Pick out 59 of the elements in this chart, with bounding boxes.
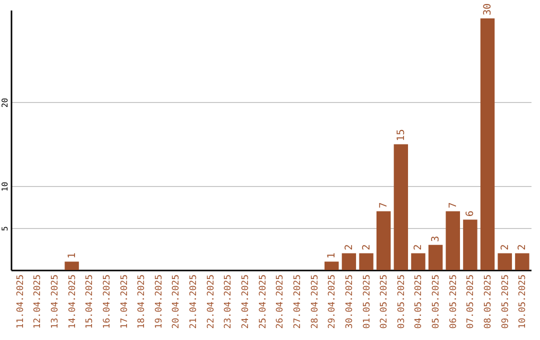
x-tick-label: 22.04.2025 (206, 274, 216, 329)
x-tick-label: 02.05.2025 (380, 274, 390, 329)
data-label: 2 (413, 244, 424, 250)
bar (446, 211, 460, 270)
bar (359, 253, 374, 270)
y-tick-label: 5 (0, 226, 10, 231)
x-tick-label: 05.05.2025 (432, 274, 442, 329)
data-label: 1 (66, 252, 78, 259)
data-label: 3 (430, 236, 442, 242)
x-tick-label: 14.04.2025 (68, 274, 78, 329)
data-label: 2 (344, 244, 355, 250)
data-label: 30 (482, 3, 494, 16)
x-tick-label: 25.04.2025 (258, 274, 268, 329)
bar (463, 220, 478, 270)
bar (394, 144, 408, 270)
bar (411, 253, 426, 270)
x-tick-label: 17.04.2025 (120, 274, 130, 329)
bar (515, 253, 530, 270)
data-label: 2 (500, 244, 511, 250)
bar (428, 244, 443, 270)
y-tick-label: 10 (0, 182, 10, 192)
x-tick-label: 16.04.2025 (102, 274, 112, 329)
x-tick-label: 08.05.2025 (484, 274, 494, 329)
bar (480, 18, 495, 270)
x-tick-label: 13.04.2025 (50, 274, 60, 329)
x-tick-label: 03.05.2025 (396, 274, 407, 329)
x-tick-label: 29.04.2025 (328, 274, 338, 329)
x-tick-label: 15.04.2025 (85, 274, 96, 329)
x-tick-label: 28.04.2025 (310, 274, 320, 329)
x-tick-label: 23.04.2025 (224, 274, 234, 329)
x-tick-label: 30.04.2025 (344, 274, 355, 329)
x-tick-label: 24.04.2025 (241, 274, 252, 329)
data-label: 2 (361, 244, 372, 250)
bar (376, 211, 391, 270)
x-tick-label: 01.05.2025 (362, 274, 372, 329)
x-tick-label: 06.05.2025 (448, 274, 459, 329)
bar (498, 253, 512, 270)
data-label: 6 (465, 210, 476, 217)
x-tick-label: 19.04.2025 (154, 274, 164, 329)
x-tick-label: 21.04.2025 (189, 274, 200, 329)
x-tick-label: 09.05.2025 (500, 274, 511, 329)
x-tick-label: 20.04.2025 (172, 274, 182, 329)
bar (64, 262, 79, 270)
bar (342, 253, 356, 270)
bar (324, 262, 339, 270)
x-tick-label: 26.04.2025 (276, 274, 286, 329)
x-tick-label: 18.04.2025 (137, 274, 148, 329)
x-tick-label: 12.04.2025 (33, 274, 44, 329)
x-tick-label: 07.05.2025 (466, 274, 476, 329)
data-label: 7 (448, 202, 459, 208)
y-tick-label: 20 (0, 98, 10, 108)
data-label: 2 (517, 244, 528, 250)
data-label: 1 (326, 252, 338, 259)
data-label: 7 (378, 202, 390, 208)
x-tick-label: 10.05.2025 (518, 274, 528, 329)
x-tick-label: 11.04.2025 (16, 274, 26, 329)
x-tick-label: 04.05.2025 (414, 274, 424, 329)
data-label: 15 (396, 129, 407, 142)
x-tick-label: 27.04.2025 (292, 274, 303, 329)
